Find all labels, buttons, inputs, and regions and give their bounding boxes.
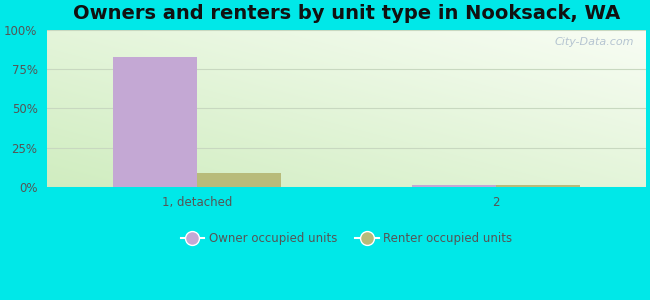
Bar — [496, 185, 580, 187]
Text: City-Data.com: City-Data.com — [554, 37, 634, 46]
Bar — [412, 185, 496, 187]
Bar — [197, 172, 281, 187]
Bar — [113, 57, 197, 187]
Title: Owners and renters by unit type in Nooksack, WA: Owners and renters by unit type in Nooks… — [73, 4, 620, 23]
Legend: Owner occupied units, Renter occupied units: Owner occupied units, Renter occupied un… — [176, 227, 517, 249]
